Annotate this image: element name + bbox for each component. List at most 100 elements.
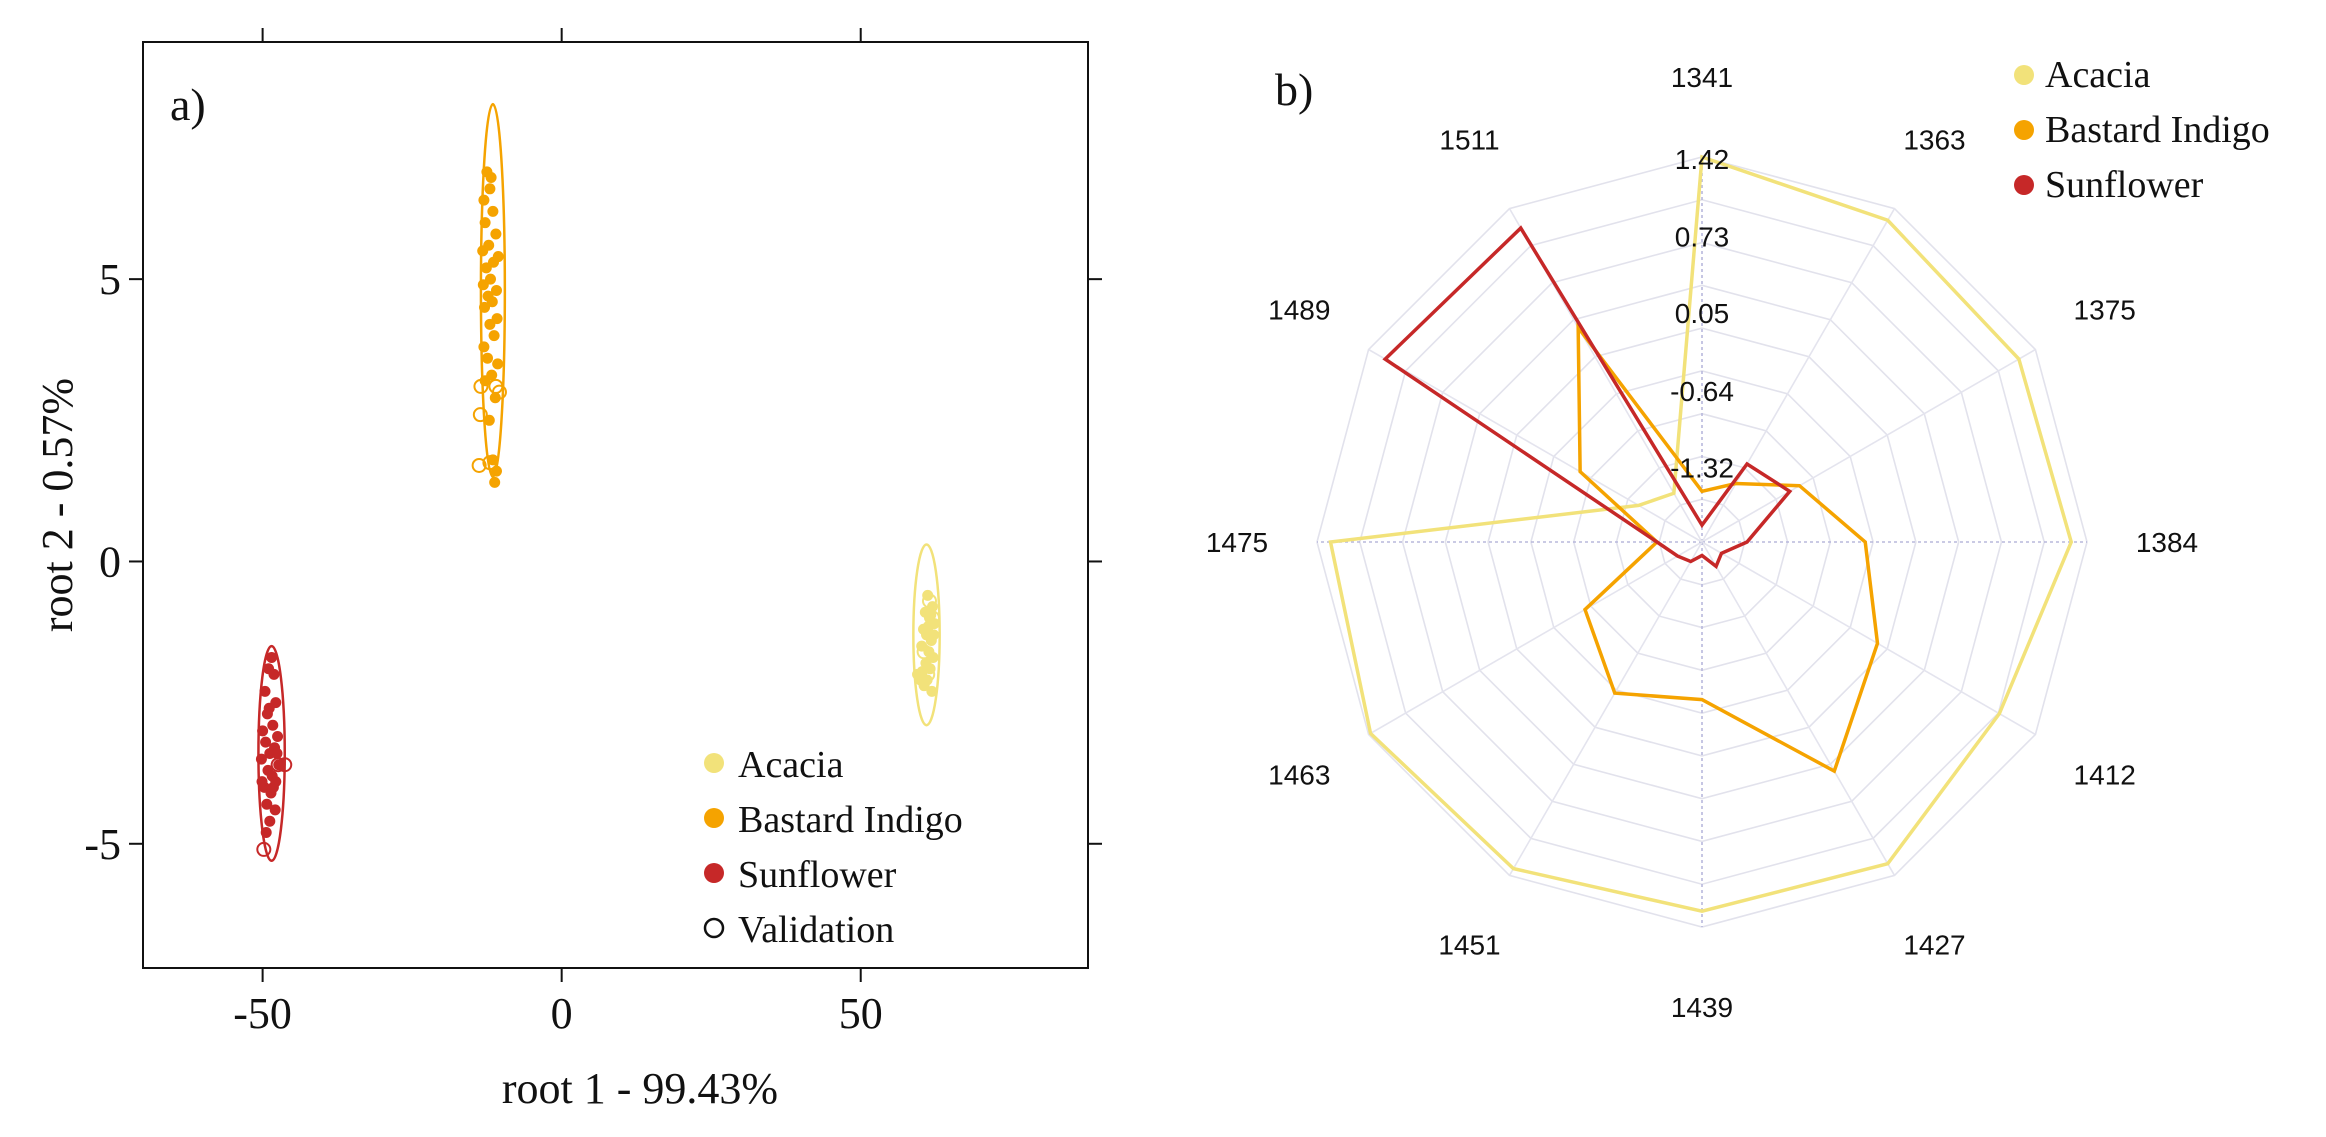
radar-legend: Acacia Bastard Indigo Sunflower	[2014, 54, 2270, 206]
category-label: 1384	[2136, 527, 2198, 558]
confidence-ellipse	[912, 543, 941, 727]
validation-point	[277, 757, 293, 773]
radar-spoke	[1368, 348, 1703, 543]
data-point	[272, 731, 284, 742]
category-label: 1412	[2074, 760, 2136, 791]
category-label: 1511	[1439, 124, 1499, 155]
category-label: 1489	[1268, 295, 1330, 326]
data-point	[478, 341, 490, 353]
panel-a-label: a)	[170, 79, 206, 130]
legend-label: Sunflower	[738, 854, 897, 896]
radar-spoke	[1701, 541, 2036, 736]
legend-marker	[704, 808, 724, 828]
radar-series	[1328, 154, 2074, 914]
validation-point	[482, 455, 498, 471]
radar-radial-ticks: -1.32 -0.64 0.05 0.73 1.42	[1670, 144, 1734, 483]
data-point	[264, 815, 276, 827]
radar-series-line	[1328, 154, 2074, 914]
data-point	[490, 465, 502, 477]
data-point	[484, 318, 496, 330]
category-label: 1463	[1268, 760, 1330, 791]
category-label: 1341	[1671, 62, 1733, 93]
data-point	[267, 781, 279, 793]
validation-point	[916, 644, 932, 660]
scatter-ellipses	[257, 102, 941, 862]
radial-tick-label: -1.32	[1670, 452, 1734, 483]
data-point	[267, 719, 279, 731]
data-point	[256, 776, 268, 788]
y-axis-label: root 2 - 0.57%	[33, 378, 82, 632]
data-point	[261, 798, 273, 810]
x-tick-label: -50	[233, 989, 292, 1038]
data-point	[484, 183, 496, 195]
radar-grid	[1316, 156, 2088, 928]
radar-series-line	[1382, 225, 1793, 570]
validation-point	[471, 457, 487, 473]
validation-point	[270, 757, 286, 773]
validation-point	[922, 593, 938, 609]
validation-point	[920, 666, 936, 682]
data-point	[483, 414, 495, 426]
scatter-legend: Acacia Bastard Indigo Sunflower Validation	[703, 744, 963, 951]
legend-marker	[703, 917, 725, 939]
legend-marker	[704, 753, 724, 773]
category-label: 1363	[1903, 124, 1965, 155]
data-point	[479, 217, 491, 229]
radar-spoke	[1701, 208, 1896, 543]
data-point	[269, 804, 281, 816]
data-point	[266, 651, 278, 663]
validation-point	[256, 841, 272, 857]
legend-label: Bastard Indigo	[738, 799, 963, 841]
data-point	[926, 685, 938, 697]
data-point	[263, 702, 275, 714]
radial-tick-label: 0.05	[1675, 298, 1730, 329]
data-point	[489, 476, 501, 488]
data-point	[268, 668, 280, 680]
data-point	[477, 279, 489, 291]
data-point	[260, 826, 272, 838]
data-point	[490, 284, 502, 296]
category-label: 1475	[1206, 527, 1268, 558]
data-point	[487, 205, 499, 217]
radar-spoke	[1368, 541, 1703, 736]
scatter-axis-ticks: -50 0 50-505	[84, 28, 1102, 1038]
y-tick-label: 0	[99, 537, 121, 586]
data-point	[490, 228, 502, 240]
y-tick-label: 5	[99, 255, 121, 304]
x-axis-label: root 1 - 99.43%	[502, 1064, 778, 1113]
legend-marker	[2014, 120, 2034, 140]
data-point	[479, 301, 491, 313]
validation-point	[491, 384, 507, 400]
data-point	[928, 629, 940, 641]
data-point	[492, 358, 504, 370]
confidence-ellipse	[479, 102, 507, 479]
data-point	[255, 753, 267, 765]
data-point	[488, 330, 500, 342]
data-point	[259, 685, 271, 697]
radar-spoke	[1701, 541, 1896, 876]
validation-point	[924, 610, 940, 626]
scatter-points	[255, 166, 940, 857]
radar-spoke	[1701, 348, 2036, 543]
legend-label: Acacia	[738, 744, 844, 786]
confidence-ellipse	[257, 644, 286, 862]
legend-label: Sunflower	[2045, 164, 2204, 206]
radar-series-line	[1576, 322, 1880, 774]
radial-tick-label: 1.42	[1675, 144, 1730, 175]
scatter-panel: -50 0 50-505 a) root 1 - 99.43% root 2 - 0…	[33, 28, 1102, 1113]
data-point	[485, 172, 497, 184]
data-point	[480, 262, 492, 274]
data-point	[918, 680, 930, 692]
legend-label: Acacia	[2045, 54, 2151, 96]
radar-category-labels: 1341 1363 1375 1384 1412 1427 1439 1451 1463 1475…	[1206, 62, 2198, 1023]
data-point	[271, 747, 283, 759]
category-label: 1427	[1903, 930, 1965, 961]
legend-marker	[704, 863, 724, 883]
radar-panel: -1.32-0.640.050.731.42 13411363137513841…	[1206, 54, 2270, 1023]
data-point	[257, 725, 269, 737]
validation-point	[472, 407, 488, 423]
radial-tick-label: 0.73	[1675, 222, 1730, 253]
legend-label: Validation	[738, 909, 894, 951]
radar-spoke	[1508, 541, 1703, 876]
